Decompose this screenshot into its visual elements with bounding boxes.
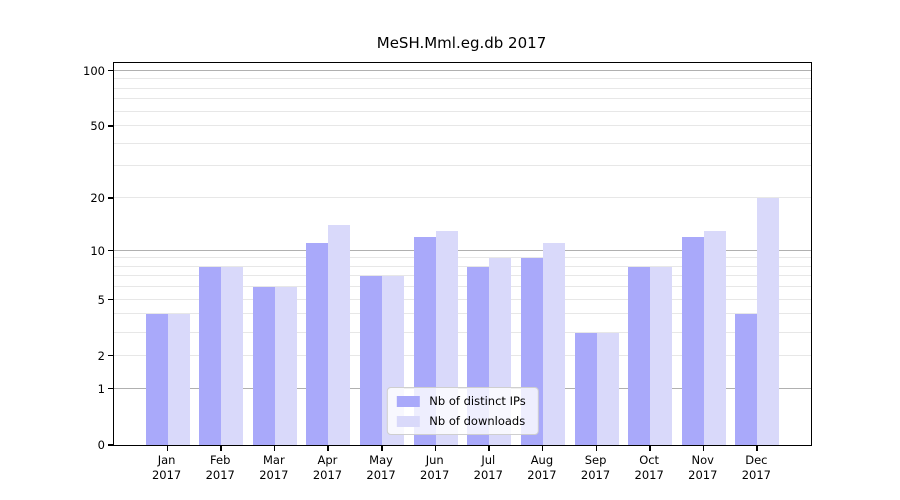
x-tick-mark (381, 446, 383, 451)
x-tick-mark (327, 446, 329, 451)
bar-downloads-sep (596, 332, 619, 445)
y-tick-label-100: 100 (83, 63, 105, 78)
y-tick-label-1: 1 (97, 381, 105, 396)
y-tick-label-5: 5 (97, 292, 105, 307)
chart-title: MeSH.Mml.eg.db 2017 (376, 34, 547, 52)
x-tick-label-feb: Feb 2017 (205, 453, 235, 482)
gridline-minor (114, 142, 811, 144)
y-tick-label-0: 0 (97, 438, 105, 452)
y-tick-mark (108, 298, 113, 301)
gridline-minor (114, 110, 811, 112)
bar-downloads-apr (328, 225, 351, 445)
x-tick-label-oct: Oct 2017 (634, 453, 664, 482)
y-tick-label-2: 2 (97, 348, 105, 363)
bar-distinct-ips-mar (252, 287, 275, 445)
gridline-minor (114, 197, 811, 199)
x-tick-mark (273, 446, 276, 451)
gridline-minor (114, 286, 811, 288)
x-tick-label-nov: Nov 2017 (688, 453, 718, 482)
bar-downloads-mar (274, 287, 297, 445)
x-tick-label-may: May 2017 (366, 453, 396, 482)
x-tick-label-aug: Aug 2017 (527, 453, 557, 482)
bar-distinct-ips-apr (306, 243, 329, 445)
y-tick-mark (108, 387, 113, 390)
legend-item-downloads: Nb of downloads (396, 414, 525, 428)
bar-distinct-ips-may (360, 276, 383, 445)
x-tick-mark (434, 446, 437, 451)
x-tick-mark (220, 446, 222, 451)
bar-downloads-oct (650, 266, 673, 445)
gridline-major (114, 249, 811, 251)
gridline-minor (114, 313, 811, 315)
y-tick-mark (108, 197, 113, 199)
x-tick-label-dec: Dec 2017 (741, 453, 772, 482)
gridline-minor (114, 78, 811, 80)
x-tick-label-sep: Sep 2017 (580, 453, 611, 482)
plot-area: Nb of distinct IPs Nb of downloads (113, 62, 812, 446)
bar-downloads-feb (221, 266, 244, 445)
gridline-minor (114, 257, 811, 259)
y-tick-mark (108, 444, 113, 446)
y-tick-label-10: 10 (90, 243, 105, 258)
bar-downloads-dec (757, 198, 780, 445)
bar-distinct-ips-nov (681, 236, 704, 445)
legend-label-downloads: Nb of downloads (429, 414, 526, 428)
bar-distinct-ips-oct (628, 266, 651, 445)
x-tick-mark (166, 446, 169, 451)
legend: Nb of distinct IPs Nb of downloads (386, 387, 539, 435)
gridline-minor (114, 265, 811, 267)
gridline-minor (114, 354, 811, 356)
bar-distinct-ips-sep (574, 332, 597, 445)
x-tick-mark (702, 446, 705, 451)
x-tick-label-jun: Jun 2017 (420, 453, 450, 482)
gridline-minor (114, 331, 811, 333)
bar-downloads-jan (167, 314, 190, 445)
gridline-major (114, 69, 811, 71)
y-tick-mark (108, 354, 113, 357)
y-tick-mark (108, 125, 113, 127)
y-tick-label-50: 50 (90, 119, 105, 134)
y-tick-label-20: 20 (90, 191, 105, 206)
legend-item-distinct-ips: Nb of distinct IPs (396, 394, 526, 408)
x-tick-mark (756, 446, 758, 451)
gridline-minor (114, 165, 811, 167)
x-tick-mark (488, 446, 490, 451)
bar-downloads-nov (703, 230, 726, 445)
bar-downloads-aug (542, 243, 565, 445)
y-tick-mark (108, 249, 113, 251)
x-tick-label-jul: Jul 2017 (473, 453, 503, 482)
legend-swatch-downloads (396, 415, 420, 427)
gridline-minor (114, 98, 811, 100)
x-tick-label-jan: Jan 2017 (151, 453, 182, 482)
x-tick-mark (541, 446, 544, 451)
bar-distinct-ips-jan (145, 314, 168, 445)
x-tick-label-apr: Apr 2017 (312, 453, 343, 482)
x-tick-mark (595, 446, 598, 451)
x-tick-mark (649, 446, 651, 451)
legend-label-distinct-ips: Nb of distinct IPs (429, 394, 526, 408)
legend-swatch-distinct-ips (396, 395, 420, 407)
bar-distinct-ips-feb (199, 266, 222, 445)
gridline-minor (114, 87, 811, 89)
y-tick-mark (108, 69, 113, 72)
bar-distinct-ips-dec (735, 314, 758, 445)
gridline-minor (114, 125, 811, 127)
x-tick-label-mar: Mar 2017 (259, 453, 289, 482)
gridline-minor (114, 275, 811, 277)
gridline-minor (114, 298, 811, 300)
